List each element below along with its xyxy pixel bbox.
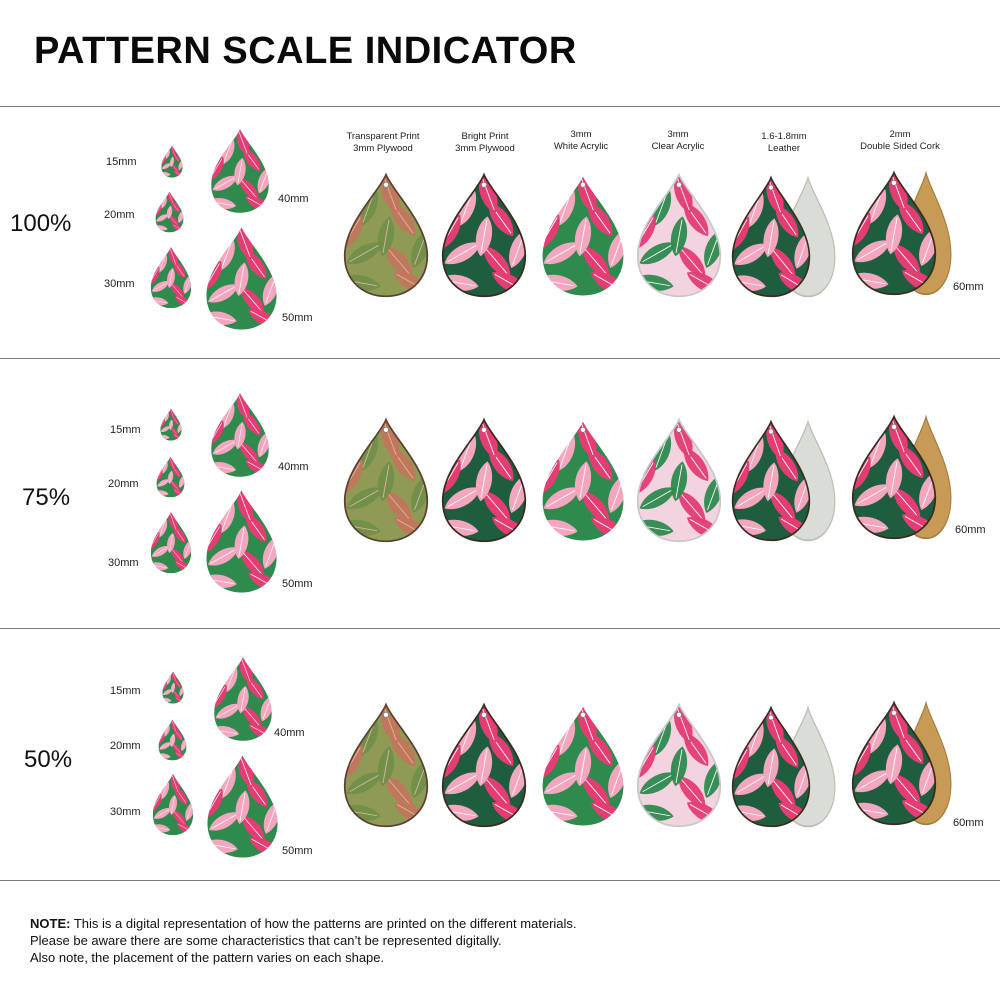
material-label-clear-acrylic: 3mm Clear Acrylic <box>651 129 705 152</box>
size-label-20mm: 20mm <box>108 478 139 490</box>
earring-bright-print <box>441 702 527 828</box>
divider-bottom <box>0 880 1000 881</box>
earring-white-acrylic <box>540 702 626 828</box>
material-label-leather: 1.6-1.8mm Leather <box>761 131 807 154</box>
size-label-50mm: 50mm <box>282 845 313 857</box>
size-label-60mm: 60mm <box>955 524 986 536</box>
size-label-40mm: 40mm <box>278 461 309 473</box>
swatch-30mm <box>150 511 192 574</box>
swatch-30mm <box>152 773 194 836</box>
size-label-15mm: 15mm <box>110 685 141 697</box>
earring-leather <box>731 705 811 828</box>
page-title: PATTERN SCALE INDICATOR <box>34 30 577 72</box>
earring-white-acrylic <box>540 417 626 543</box>
divider-top <box>0 106 1000 107</box>
size-label-60mm: 60mm <box>953 281 984 293</box>
disclaimer-note: NOTE: This is a digital representation o… <box>30 915 577 966</box>
earring-white-acrylic <box>540 172 626 298</box>
earring-clear-acrylic <box>636 172 722 298</box>
divider-row2 <box>0 628 1000 629</box>
scale-label-75: 75% <box>22 484 71 511</box>
swatch-15mm <box>161 145 183 178</box>
swatch-20mm <box>158 719 187 761</box>
earring-clear-acrylic <box>636 417 722 543</box>
size-label-30mm: 30mm <box>104 278 135 290</box>
note-label: NOTE: <box>30 916 71 931</box>
material-label-bright-print: Bright Print 3mm Plywood <box>455 131 515 154</box>
size-label-50mm: 50mm <box>282 312 313 324</box>
size-label-50mm: 50mm <box>282 578 313 590</box>
note-line-3: Also note, the placement of the pattern … <box>30 950 385 965</box>
size-label-20mm: 20mm <box>104 209 135 221</box>
earring-leather <box>731 175 811 298</box>
swatch-40mm <box>210 128 270 214</box>
earring-cork <box>851 700 937 826</box>
size-label-15mm: 15mm <box>106 156 137 168</box>
earring-bright-print <box>441 172 527 298</box>
material-label-cork: 2mm Double Sided Cork <box>860 129 940 152</box>
size-label-40mm: 40mm <box>274 727 305 739</box>
material-label-white-acrylic: 3mm White Acrylic <box>553 129 609 152</box>
swatch-50mm <box>206 754 279 859</box>
swatch-50mm <box>205 489 278 594</box>
scale-label-50: 50% <box>24 746 73 773</box>
swatch-50mm <box>205 226 278 331</box>
swatch-30mm <box>150 246 192 309</box>
size-label-60mm: 60mm <box>953 817 984 829</box>
divider-row1 <box>0 358 1000 359</box>
swatch-15mm <box>162 671 184 704</box>
swatch-40mm <box>213 656 273 742</box>
size-label-40mm: 40mm <box>278 193 309 205</box>
size-label-30mm: 30mm <box>108 557 139 569</box>
swatch-15mm <box>160 408 182 441</box>
earring-clear-acrylic <box>636 702 722 828</box>
earring-cork <box>851 414 937 540</box>
earring-cork <box>851 170 937 296</box>
swatch-20mm <box>155 191 184 233</box>
material-label-transparent-print: Transparent Print 3mm Plywood <box>346 131 420 154</box>
size-label-20mm: 20mm <box>110 740 141 752</box>
swatch-40mm <box>210 392 270 478</box>
note-line-2: Please be aware there are some character… <box>30 933 502 948</box>
earring-transparent-print <box>343 172 429 298</box>
size-label-15mm: 15mm <box>110 424 141 436</box>
scale-label-100: 100% <box>10 210 72 237</box>
earring-transparent-print <box>343 417 429 543</box>
note-line-1: This is a digital representation of how … <box>70 916 577 931</box>
earring-transparent-print <box>343 702 429 828</box>
earring-bright-print <box>441 417 527 543</box>
earring-leather <box>731 419 811 542</box>
size-label-30mm: 30mm <box>110 806 141 818</box>
swatch-20mm <box>156 456 185 498</box>
